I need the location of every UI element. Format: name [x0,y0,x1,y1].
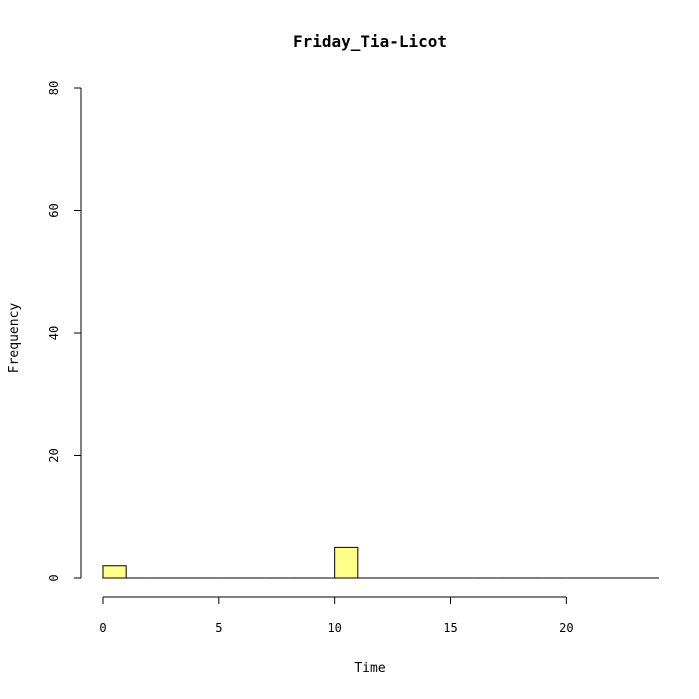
x-tick-label-2: 10 [327,621,341,635]
y-tick-label-3: 60 [47,203,61,217]
y-tick-label-2: 40 [47,326,61,340]
y-axis-label: Frequency [7,303,22,374]
x-tick-label-3: 15 [443,621,457,635]
histogram-bar-0 [102,565,127,579]
y-tick-label-4: 80 [47,81,61,95]
histogram-bar-10 [334,546,359,579]
y-tick-label-0: 0 [47,574,61,581]
y-axis: 0 20 40 60 80 [47,81,82,582]
chart-title: Friday_Tia-Licot [293,32,447,51]
x-tick-label-4: 20 [559,621,573,635]
bars-group [102,546,659,579]
x-axis: 0 5 10 15 20 [99,596,574,635]
x-tick-label-0: 0 [99,621,106,635]
y-tick-label-1: 20 [47,448,61,462]
x-axis-label: Time [354,661,385,676]
x-tick-label-1: 5 [215,621,222,635]
